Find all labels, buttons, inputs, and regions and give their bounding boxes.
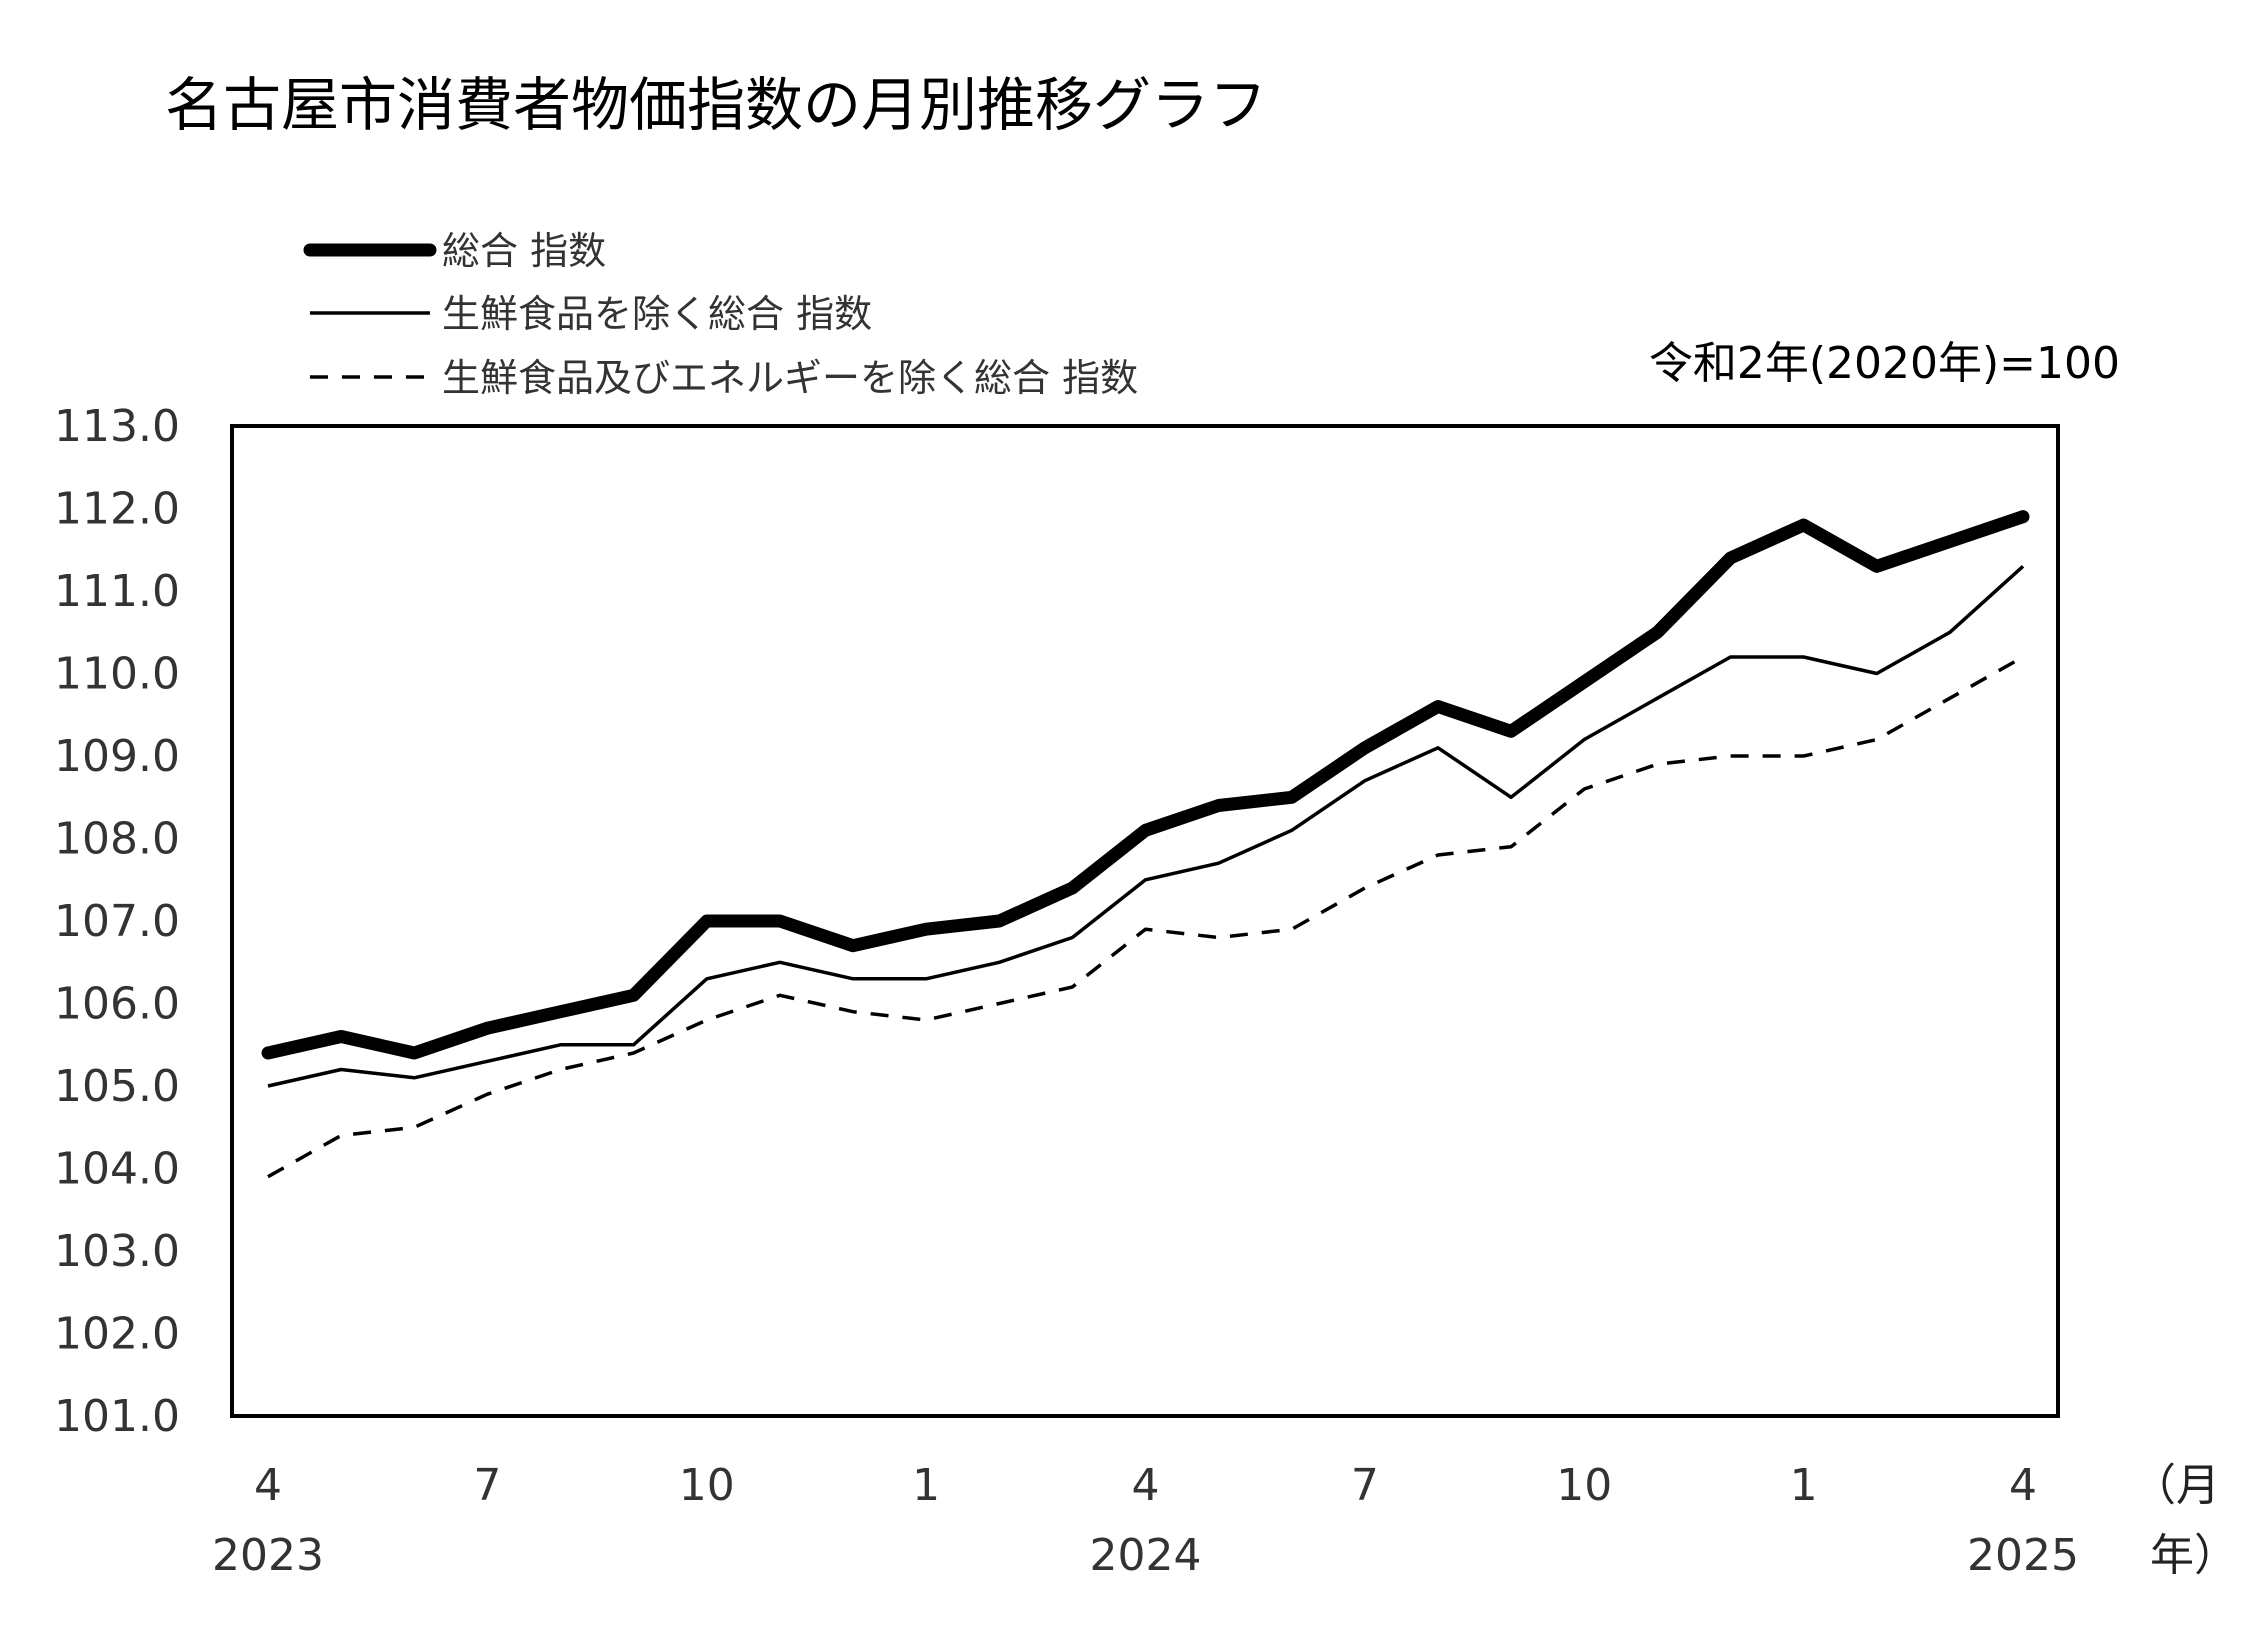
y-tick-label: 107.0 <box>54 896 180 947</box>
y-tick-label: 105.0 <box>54 1061 180 1112</box>
x-axis-year-unit: 年） <box>2150 1530 2238 1581</box>
x-tick-label-month: 1 <box>912 1460 940 1511</box>
y-tick-label: 104.0 <box>54 1144 180 1195</box>
y-tick-label: 103.0 <box>54 1226 180 1277</box>
y-tick-label: 106.0 <box>54 979 180 1030</box>
y-tick-label: 101.0 <box>54 1391 180 1442</box>
plot-area-frame <box>230 424 2060 1418</box>
series-line-1 <box>261 510 2030 1060</box>
x-tick-label-month: 4 <box>2009 1460 2037 1511</box>
y-tick-label: 113.0 <box>54 401 180 452</box>
x-tick-label-month: 10 <box>1556 1460 1612 1511</box>
x-axis: 4 7 10 1 4 7 10 1 4 2023 2024 2025 <box>212 1460 2079 1581</box>
legend-label-1: 総合 指数 <box>442 229 606 273</box>
x-tick-label-month: 4 <box>254 1460 282 1511</box>
x-axis-month-unit: （月 <box>2132 1460 2220 1511</box>
y-tick-label: 102.0 <box>54 1309 180 1360</box>
series-line-3 <box>267 655 2024 1179</box>
y-axis: 113.0 112.0 111.0 110.0 109.0 108.0 107.0 106.0… <box>54 401 180 1442</box>
legend-label-3: 生鮮食品及びエネルギーを除く総合 指数 <box>442 356 1138 400</box>
y-tick-label: 112.0 <box>54 484 180 535</box>
legend-label-2: 生鮮食品を除く総合 指数 <box>442 292 872 336</box>
x-tick-label-year: 2023 <box>212 1530 324 1581</box>
series-layer <box>261 510 2030 1179</box>
series-line-2 <box>267 565 2025 1088</box>
x-tick-label-month: 10 <box>679 1460 735 1511</box>
x-tick-label-month: 1 <box>1790 1460 1818 1511</box>
y-tick-label: 108.0 <box>54 814 180 865</box>
y-tick-label: 110.0 <box>54 649 180 700</box>
x-tick-label-year: 2025 <box>1967 1530 2079 1581</box>
x-tick-label-month: 7 <box>473 1460 501 1511</box>
x-tick-label-month: 4 <box>1132 1460 1160 1511</box>
chart-title: 名古屋市消費者物価指数の月別推移グラフ <box>165 71 1267 139</box>
y-tick-label: 109.0 <box>54 731 180 782</box>
base-note: 令和2年(2020年)=100 <box>1649 338 2120 389</box>
x-tick-label-month: 7 <box>1351 1460 1379 1511</box>
y-tick-label: 111.0 <box>54 566 180 617</box>
x-tick-label-year: 2024 <box>1090 1530 1202 1581</box>
